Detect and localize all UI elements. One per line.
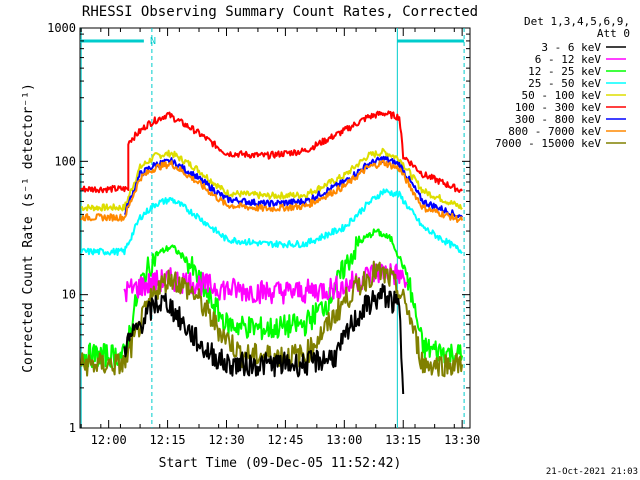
x-tick-label: 12:00: [91, 433, 127, 447]
x-tick-label: 12:45: [267, 433, 303, 447]
chart-title: RHESSI Observing Summary Count Rates, Co…: [82, 4, 478, 20]
x-tick-label: 13:15: [385, 433, 421, 447]
plot-frame: [79, 27, 471, 429]
legend-label: 300 - 800 keV: [515, 113, 601, 126]
y-tick-label: 1000: [47, 21, 76, 35]
x-tick-label: 13:30: [444, 433, 480, 447]
plot-area: [79, 27, 471, 429]
series-line: [80, 228, 464, 369]
legend-label: 800 - 7000 keV: [508, 125, 601, 138]
legend-label: 25 - 50 keV: [528, 77, 601, 90]
x-tick-label: 12:30: [208, 433, 244, 447]
series-line: [80, 147, 463, 212]
series-line: [80, 188, 463, 256]
y-tick-label: 10: [62, 288, 76, 302]
series-line: [80, 110, 463, 194]
legend-label: 12 - 25 keV: [528, 65, 601, 78]
legend-label: 7000 - 15000 keV: [495, 137, 601, 150]
x-axis-label: Start Time (09-Dec-05 11:52:42): [159, 456, 402, 471]
legend-label: 6 - 12 keV: [535, 53, 602, 66]
series-line: [123, 283, 405, 395]
legend-label: 50 - 100 keV: [522, 89, 602, 102]
series-line: [80, 159, 464, 223]
legend-title-line-1: Det 1,3,4,5,6,9,: [524, 15, 630, 28]
y-tick-label: 1: [69, 421, 76, 435]
y-axis-label: Corrected Count Rate (s⁻¹ detector⁻¹): [21, 83, 36, 373]
legend-label: 3 - 6 keV: [541, 41, 601, 54]
legend-label: 100 - 300 keV: [515, 101, 601, 114]
x-tick-label: 13:00: [326, 433, 362, 447]
x-axis: 12:00 12:15 12:30 12:45 13:00 13:15 13:30: [80, 28, 480, 447]
timestamp: 21-Oct-2021 21:03: [546, 467, 638, 477]
night-label: N: [150, 36, 156, 47]
x-tick-label: 12:15: [150, 433, 186, 447]
y-tick-label: 100: [54, 154, 76, 168]
legend-title-line-2: Att 0: [597, 27, 630, 40]
